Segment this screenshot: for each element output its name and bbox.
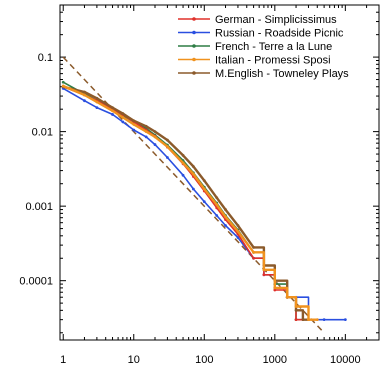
y-tick-label: 0.1 xyxy=(38,52,53,64)
data-point xyxy=(262,273,266,277)
x-tick-label: 1 xyxy=(60,354,66,366)
y-tick-label: 0.001 xyxy=(25,201,53,213)
data-point xyxy=(343,318,347,322)
data-point xyxy=(224,224,227,227)
data-point xyxy=(144,124,148,128)
data-point xyxy=(202,179,206,183)
data-point xyxy=(95,106,99,110)
legend-label: M.English - Towneley Plays xyxy=(215,68,349,80)
data-point xyxy=(285,295,289,299)
data-point xyxy=(294,318,298,322)
series-layer xyxy=(61,56,347,334)
legend-label: Russian - Roadside Picnic xyxy=(215,28,344,40)
data-point xyxy=(236,224,240,227)
data-point xyxy=(83,99,86,103)
y-tick-label: 0.01 xyxy=(32,127,53,139)
data-point xyxy=(215,196,219,200)
data-point xyxy=(294,305,298,308)
data-point xyxy=(191,187,195,191)
data-point xyxy=(166,138,169,142)
data-point xyxy=(307,318,310,322)
x-tick-label: 10 xyxy=(128,354,140,366)
data-point xyxy=(121,112,125,115)
data-point xyxy=(181,153,185,157)
data-point xyxy=(95,96,99,100)
data-point xyxy=(236,229,240,233)
legend: German - Simplicissimus Russian - Roadsid… xyxy=(178,14,349,80)
data-point xyxy=(252,250,255,254)
data-point xyxy=(191,172,195,176)
data-point xyxy=(215,203,219,206)
data-point xyxy=(322,318,326,322)
data-point xyxy=(95,100,99,104)
data-point xyxy=(121,116,125,119)
x-tick-label: 1000 xyxy=(263,354,287,366)
x-tick-label: 10000 xyxy=(330,354,361,366)
major-ticks xyxy=(60,5,379,340)
data-point xyxy=(111,113,114,116)
data-point xyxy=(191,165,195,168)
series-line xyxy=(62,86,309,321)
legend-marker xyxy=(192,57,196,62)
data-point xyxy=(181,173,185,177)
data-point xyxy=(83,93,86,97)
data-point xyxy=(315,318,319,322)
data-point xyxy=(166,156,169,159)
data-point xyxy=(144,135,148,139)
y-tick-label: 0.0001 xyxy=(19,276,53,288)
data-point xyxy=(111,109,114,113)
data-point xyxy=(202,187,206,191)
data-point xyxy=(83,90,86,94)
data-point xyxy=(153,143,157,146)
legend-label: German - Simplicissimus xyxy=(215,14,337,26)
data-point xyxy=(252,245,255,249)
data-point xyxy=(132,119,136,123)
data-point xyxy=(224,215,227,219)
data-point xyxy=(224,208,227,211)
legend-label: French - Terre a la Lune xyxy=(215,41,332,53)
x-tick-label: 100 xyxy=(195,354,213,366)
data-point xyxy=(273,288,277,292)
plot-frame xyxy=(59,4,380,341)
series-line xyxy=(62,85,309,321)
tick-labels: 1 10 100 1000 10000 0.1 0.01 0.001 0.0001 xyxy=(19,52,360,366)
data-point xyxy=(153,135,157,139)
legend-marker xyxy=(192,71,196,75)
data-point xyxy=(202,200,206,204)
reference-line xyxy=(62,56,325,334)
data-point xyxy=(111,106,114,110)
series-line xyxy=(62,87,346,321)
data-point xyxy=(132,128,136,132)
data-point xyxy=(61,80,65,84)
legend-marker xyxy=(192,44,196,48)
data-point xyxy=(121,120,125,124)
data-point xyxy=(262,268,266,272)
data-point xyxy=(132,123,136,126)
data-point xyxy=(273,286,277,290)
minor-ticks xyxy=(59,4,380,340)
data-point xyxy=(215,214,219,217)
data-point xyxy=(301,318,305,322)
data-point xyxy=(181,161,185,165)
data-point xyxy=(61,84,65,88)
legend-marker xyxy=(192,30,196,35)
legend-marker xyxy=(192,17,196,21)
series-line xyxy=(62,81,309,321)
data-point xyxy=(294,308,298,312)
data-point xyxy=(166,145,169,148)
data-point xyxy=(144,130,148,134)
data-point xyxy=(252,256,255,260)
legend-label: Italian - Promessi Sposi xyxy=(215,55,331,67)
data-point xyxy=(153,130,157,134)
